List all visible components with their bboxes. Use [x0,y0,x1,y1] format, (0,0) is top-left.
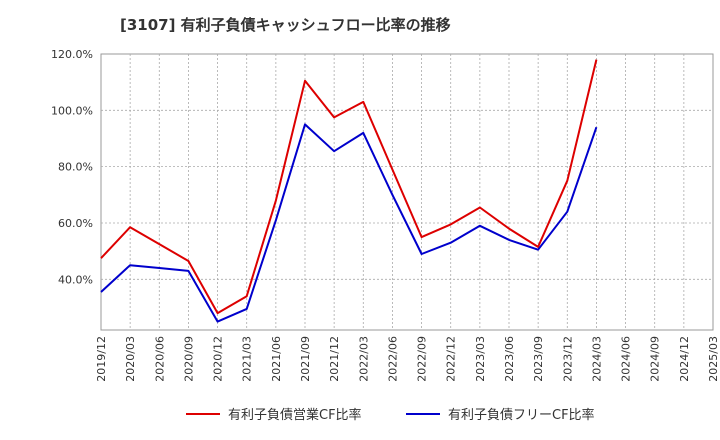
x-tick-label: 2023/12 [561,336,574,382]
series-line-2 [100,123,598,323]
x-tick-label: 2020/09 [182,336,195,382]
y-tick-label: 100.0% [51,104,93,117]
legend-label-2: 有利子負債フリーCF比率 [448,407,595,423]
x-tick-label: 2024/06 [620,336,633,382]
series-line-1 [100,59,598,315]
x-tick-label: 2022/12 [445,336,458,382]
x-tick-label: 2023/09 [532,336,545,382]
x-tick-label: 2022/09 [416,336,429,382]
x-tick-label: 2021/06 [270,336,283,382]
x-tick-label: 2021/09 [299,336,312,382]
x-tick-label: 2024/09 [649,336,662,382]
x-tick-label: 2021/03 [241,336,254,382]
x-tick-label: 2024/12 [678,336,691,382]
plot-area [100,53,714,331]
y-tick-label: 40.0% [58,273,93,286]
x-tick-label: 2021/12 [328,336,341,382]
legend-label-1: 有利子負債営業CF比率 [228,407,362,423]
x-tick-label: 2022/03 [357,336,370,382]
x-tick-label: 2020/12 [212,336,225,382]
y-tick-label: 80.0% [58,161,93,174]
chart-title: [3107] 有利子負債キャッシュフロー比率の推移 [120,16,451,34]
x-tick-label: 2023/06 [503,336,516,382]
y-tick-label: 120.0% [51,48,93,61]
y-tick-label: 60.0% [58,217,93,230]
x-tick-label: 2024/03 [590,336,603,382]
x-tick-label: 2019/12 [95,336,108,382]
x-tick-label: 2023/03 [474,336,487,382]
x-tick-label: 2020/06 [153,336,166,382]
x-tick-label: 2022/06 [386,336,399,382]
x-tick-label: 2020/03 [124,336,137,382]
x-tick-label: 2025/03 [707,336,720,382]
